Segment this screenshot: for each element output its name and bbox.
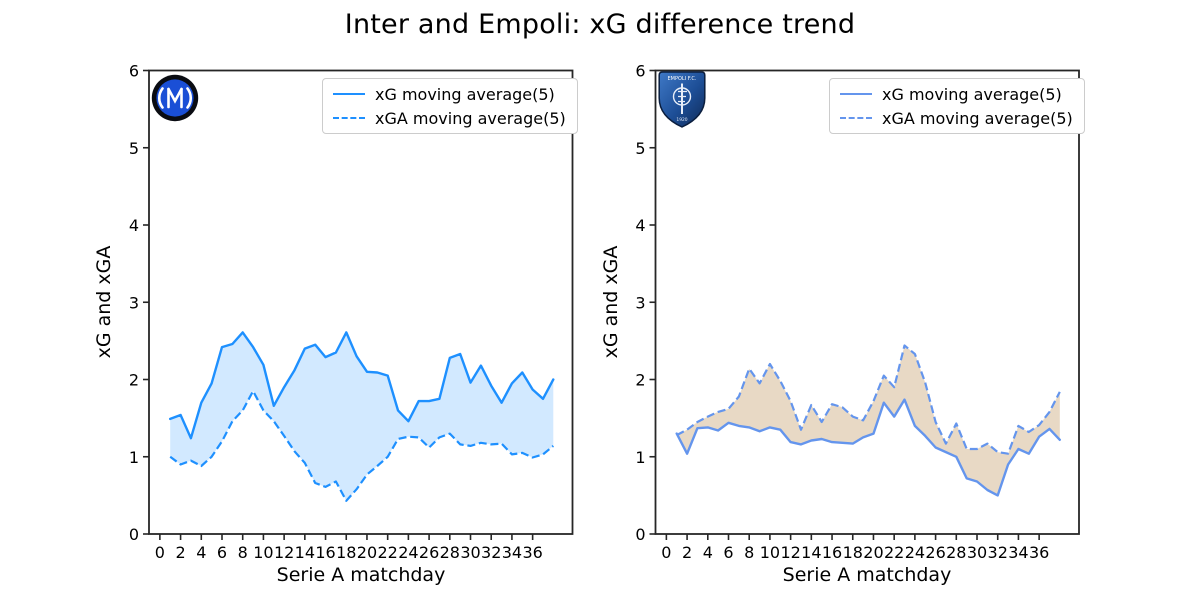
y-tick-label: 6: [129, 62, 139, 81]
legend-inter: xG moving average(5) xGA moving average(…: [322, 78, 578, 134]
legend-entry-xga: xGA moving average(5): [333, 107, 566, 129]
x-tick-label: 26: [925, 543, 945, 562]
xga-line: [169, 390, 555, 502]
xg-line-sample-icon: [840, 93, 872, 95]
x-tick-label: 10: [253, 543, 273, 562]
xg-line: [169, 331, 555, 440]
legend-label-xg: xG moving average(5): [882, 84, 1062, 104]
y-tick-label: 3: [129, 293, 139, 312]
xlabel-inter: Serie A matchday: [276, 564, 446, 586]
ylabel-empoli: xG and xGA: [600, 245, 622, 359]
x-tick-label: 22: [377, 543, 397, 562]
x-tick-label: 6: [723, 543, 733, 562]
xlabel-empoli: Serie A matchday: [782, 564, 952, 586]
x-tick-label: 4: [703, 543, 713, 562]
x-tick-label: 6: [217, 543, 227, 562]
legend-empoli: xG moving average(5) xGA moving average(…: [829, 78, 1085, 134]
x-tick-label: 30: [460, 543, 480, 562]
legend-label-xg: xG moving average(5): [375, 84, 555, 104]
xg-xga-fill-area: [676, 345, 1060, 496]
x-tick-label: 16: [822, 543, 842, 562]
x-tick-label: 2: [682, 543, 692, 562]
xga-line: [676, 344, 1061, 455]
x-tick-label: 18: [843, 543, 863, 562]
x-tick-label: 12: [780, 543, 800, 562]
ylabel-inter: xG and xGA: [93, 245, 115, 359]
legend-entry-xga: xGA moving average(5): [840, 107, 1073, 129]
x-tick-label: 0: [155, 543, 165, 562]
legend-entry-xg: xG moving average(5): [840, 83, 1073, 105]
x-tick-label: 28: [440, 543, 460, 562]
x-tick-label: 36: [522, 543, 542, 562]
x-tick-label: 34: [502, 543, 522, 562]
x-tick-label: 30: [967, 543, 987, 562]
y-tick-label: 1: [635, 448, 645, 467]
x-tick-label: 28: [946, 543, 966, 562]
x-tick-label: 10: [760, 543, 780, 562]
xg-line: [675, 398, 1061, 497]
x-tick-label: 16: [315, 543, 335, 562]
y-tick-label: 2: [129, 371, 139, 390]
x-tick-label: 22: [884, 543, 904, 562]
y-tick-label: 5: [129, 139, 139, 158]
xga-line-sample-icon: [840, 117, 872, 119]
y-tick-label: 3: [635, 293, 645, 312]
x-tick-label: 20: [357, 543, 377, 562]
x-tick-label: 20: [863, 543, 883, 562]
xg-xga-fill-area: [170, 332, 554, 501]
y-tick-label: 5: [635, 139, 645, 158]
x-tick-label: 12: [274, 543, 294, 562]
y-tick-label: 2: [635, 371, 645, 390]
legend-label-xga: xGA moving average(5): [882, 108, 1073, 128]
x-tick-label: 14: [295, 543, 315, 562]
x-tick-label: 0: [661, 543, 671, 562]
x-tick-label: 32: [988, 543, 1008, 562]
x-tick-label: 24: [905, 543, 925, 562]
x-tick-label: 18: [336, 543, 356, 562]
y-tick-label: 1: [129, 448, 139, 467]
x-tick-label: 36: [1029, 543, 1049, 562]
y-tick-label: 6: [635, 62, 645, 81]
x-tick-label: 2: [175, 543, 185, 562]
x-tick-label: 32: [481, 543, 501, 562]
x-tick-label: 8: [238, 543, 248, 562]
empoli-crest-icon: EMPOLI F.C. 1920: [658, 71, 706, 128]
legend-entry-xg: xG moving average(5): [333, 83, 566, 105]
legend-label-xga: xGA moving average(5): [375, 108, 566, 128]
inter-crest-icon: [151, 74, 199, 122]
x-tick-label: 26: [419, 543, 439, 562]
y-tick-label: 0: [635, 525, 645, 544]
y-tick-label: 4: [129, 216, 139, 235]
svg-text:EMPOLI F.C.: EMPOLI F.C.: [667, 76, 696, 82]
xga-line-sample-icon: [333, 117, 365, 119]
x-tick-label: 14: [801, 543, 821, 562]
x-tick-label: 34: [1008, 543, 1028, 562]
y-tick-label: 4: [635, 216, 645, 235]
y-tick-label: 0: [129, 525, 139, 544]
axes-box: [654, 69, 1080, 535]
x-tick-label: 24: [398, 543, 418, 562]
figure-title: Inter and Empoli: xG difference trend: [344, 9, 856, 40]
x-tick-label: 4: [196, 543, 206, 562]
svg-text:1920: 1920: [676, 117, 687, 123]
xg-line-sample-icon: [333, 93, 365, 95]
x-tick-label: 8: [744, 543, 754, 562]
